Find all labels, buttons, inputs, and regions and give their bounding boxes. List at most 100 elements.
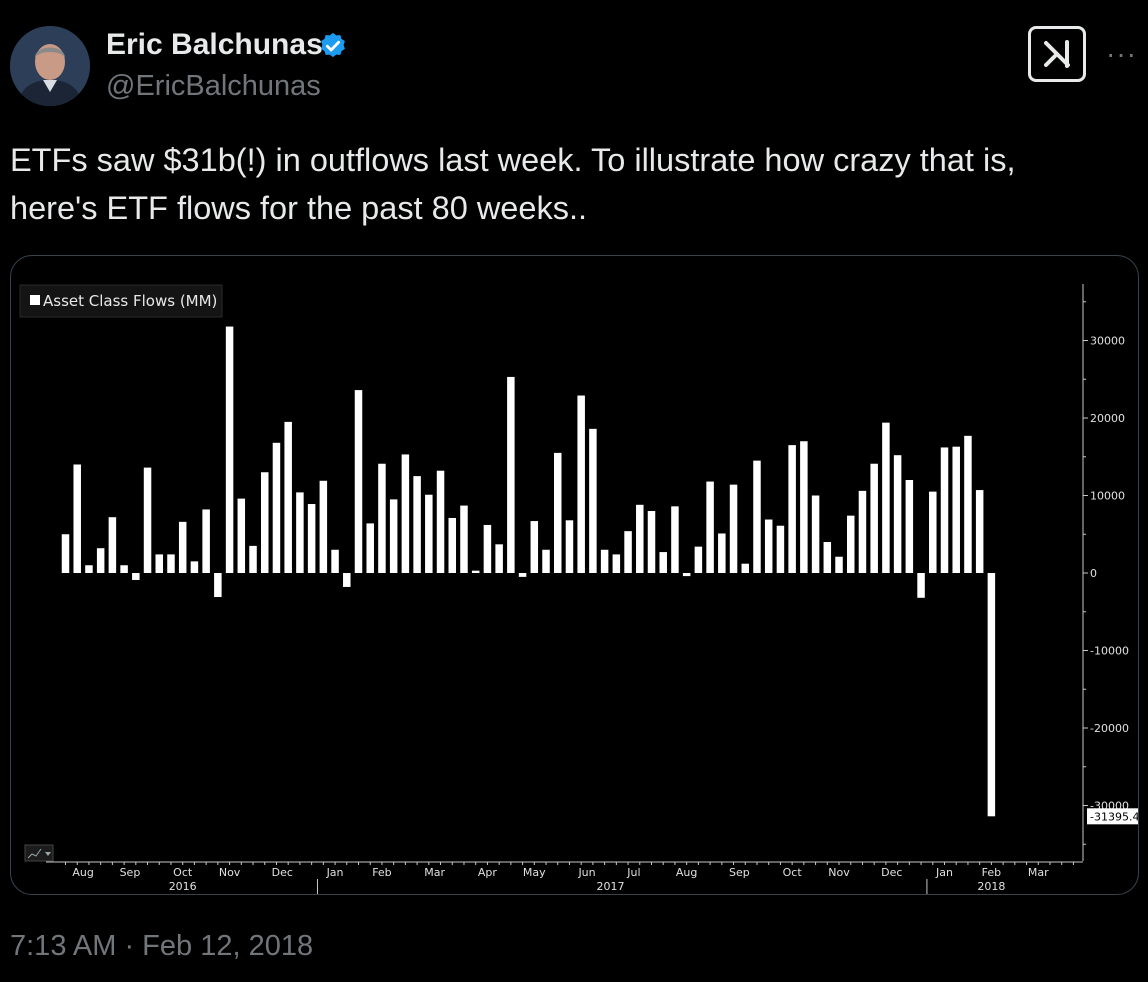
chart-bar <box>858 490 867 573</box>
chart-bar <box>155 554 164 573</box>
x-month-label: Sep <box>729 866 750 879</box>
chart-bar <box>659 552 667 573</box>
chart-bar <box>823 542 832 573</box>
legend-box <box>19 284 223 318</box>
chart-bar <box>964 435 972 573</box>
chart-bar <box>120 565 128 573</box>
chart-bar <box>636 504 644 573</box>
chart-bar <box>741 563 750 573</box>
chart-bar <box>483 524 492 573</box>
y-tick-label: 10000 <box>1090 490 1125 503</box>
chart-bar <box>624 531 632 573</box>
x-month-label: Jul <box>626 866 640 879</box>
x-month-label: Oct <box>173 866 193 879</box>
x-month-label: Feb <box>372 866 391 879</box>
author-handle[interactable]: @EricBalchunas <box>106 70 321 102</box>
more-horizontal-icon[interactable]: ··· <box>1106 38 1137 69</box>
chart-bar <box>905 480 914 573</box>
chart-bar <box>507 376 515 573</box>
etf-flows-chart: 3000020000100000-10000-20000-30000-31395… <box>19 284 1139 894</box>
x-month-label: Jan <box>935 866 953 879</box>
x-month-label: Dec <box>881 866 902 879</box>
tweet-timestamp[interactable]: 7:13 AM · Feb 12, 2018 <box>10 930 314 962</box>
chart-bar <box>178 521 187 573</box>
x-month-label: May <box>523 866 546 879</box>
chart-bar <box>108 517 117 573</box>
chart-bar <box>85 565 93 573</box>
chart-bar <box>460 505 468 573</box>
x-month-label: Sep <box>120 866 141 879</box>
last-value-label: -31395.4 <box>1090 810 1139 823</box>
y-tick-label: 20000 <box>1090 412 1125 425</box>
chart-bar <box>354 390 363 573</box>
chart-bar <box>96 548 105 573</box>
avatar[interactable] <box>10 26 90 106</box>
chart-bar <box>870 463 878 573</box>
chart-bar <box>682 573 691 577</box>
tweet-media-chart[interactable]: 30000 20000 10000 0 -10000 -20000 -30000 -31395… <box>10 255 1139 895</box>
x-month-label: Dec <box>272 866 293 879</box>
chart-bar <box>401 454 410 573</box>
x-month-label: Mar <box>1028 866 1049 879</box>
chart-bar <box>929 491 937 573</box>
chart-bar <box>378 463 386 573</box>
chart-bar <box>319 480 328 573</box>
chart-bar <box>413 476 421 573</box>
chart-bar <box>366 523 374 573</box>
chart-bar <box>800 441 808 573</box>
legend-swatch <box>30 295 40 305</box>
chart-bar <box>132 573 140 580</box>
chart-bar <box>835 556 843 573</box>
chart-bar <box>436 470 445 573</box>
chart-bar <box>530 521 539 573</box>
chart-bar <box>718 533 726 573</box>
chart-bar <box>647 511 656 573</box>
chart-bar <box>272 442 281 573</box>
chart-bar <box>729 484 738 573</box>
chart-bar <box>987 573 996 817</box>
grok-icon[interactable] <box>1028 26 1086 82</box>
chart-bar <box>589 428 597 573</box>
chart-bar <box>389 499 398 573</box>
chart-bar <box>542 549 550 573</box>
chart-bar <box>331 549 339 573</box>
chart-bar <box>284 421 292 573</box>
x-month-label: Nov <box>219 866 241 879</box>
author-name[interactable]: Eric Balchunas <box>106 28 323 61</box>
chart-type-glyph <box>27 848 42 859</box>
chart-bar <box>975 490 984 573</box>
chart-bar <box>307 504 316 573</box>
chart-bar <box>706 481 714 573</box>
chart-bar <box>600 549 609 573</box>
chart-bar <box>565 520 574 573</box>
chart-bar <box>425 494 433 573</box>
chart-bar <box>764 519 773 573</box>
chart-bar <box>846 515 855 573</box>
chart-bar <box>143 467 152 573</box>
chart-bar <box>225 326 234 573</box>
x-year-label: 2017 <box>596 880 624 893</box>
chart-bar <box>612 554 621 573</box>
chart-bar <box>882 422 890 573</box>
chart-bar <box>260 472 269 573</box>
chart-bar <box>61 534 70 573</box>
chart-bar <box>167 554 175 573</box>
chart-bar <box>202 509 210 573</box>
chart-bar <box>495 544 503 573</box>
tweet-text-line-2: here's ETF flows for the past 80 weeks.. <box>10 190 588 226</box>
x-year-label: 2018 <box>977 880 1005 893</box>
x-year-label: 2016 <box>169 880 197 893</box>
chart-bar <box>73 464 81 573</box>
chevron-down-icon <box>45 852 51 856</box>
y-tick-label: 30000 <box>1090 335 1125 348</box>
y-tick-label: 0 <box>1090 567 1097 580</box>
x-month-label: Aug <box>676 866 697 879</box>
x-month-label: Apr <box>478 866 498 879</box>
chart-bar <box>518 573 527 577</box>
chart-bar <box>753 460 761 573</box>
tweet-text: ETFs saw $31b(!) in outflows last week. … <box>10 136 1140 232</box>
chart-bar <box>249 545 257 573</box>
chart-bar <box>940 447 949 573</box>
chart-bar <box>917 573 925 598</box>
x-month-label: Jan <box>326 866 344 879</box>
